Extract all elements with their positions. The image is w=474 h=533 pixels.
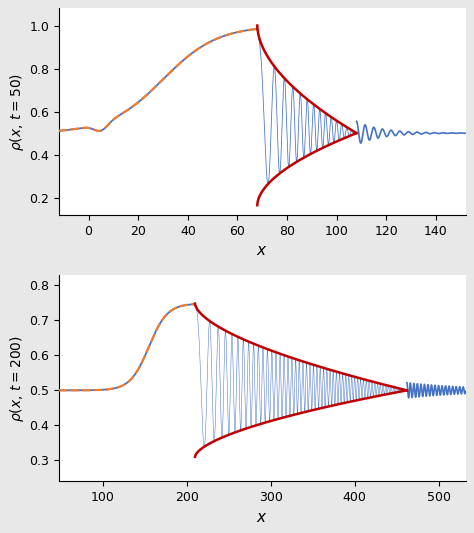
- Y-axis label: $\rho(x,\,t=50)$: $\rho(x,\,t=50)$: [9, 72, 27, 151]
- Y-axis label: $\rho(x,\,t=200)$: $\rho(x,\,t=200)$: [9, 335, 27, 422]
- X-axis label: $x$: $x$: [256, 243, 268, 258]
- X-axis label: $x$: $x$: [256, 510, 268, 524]
